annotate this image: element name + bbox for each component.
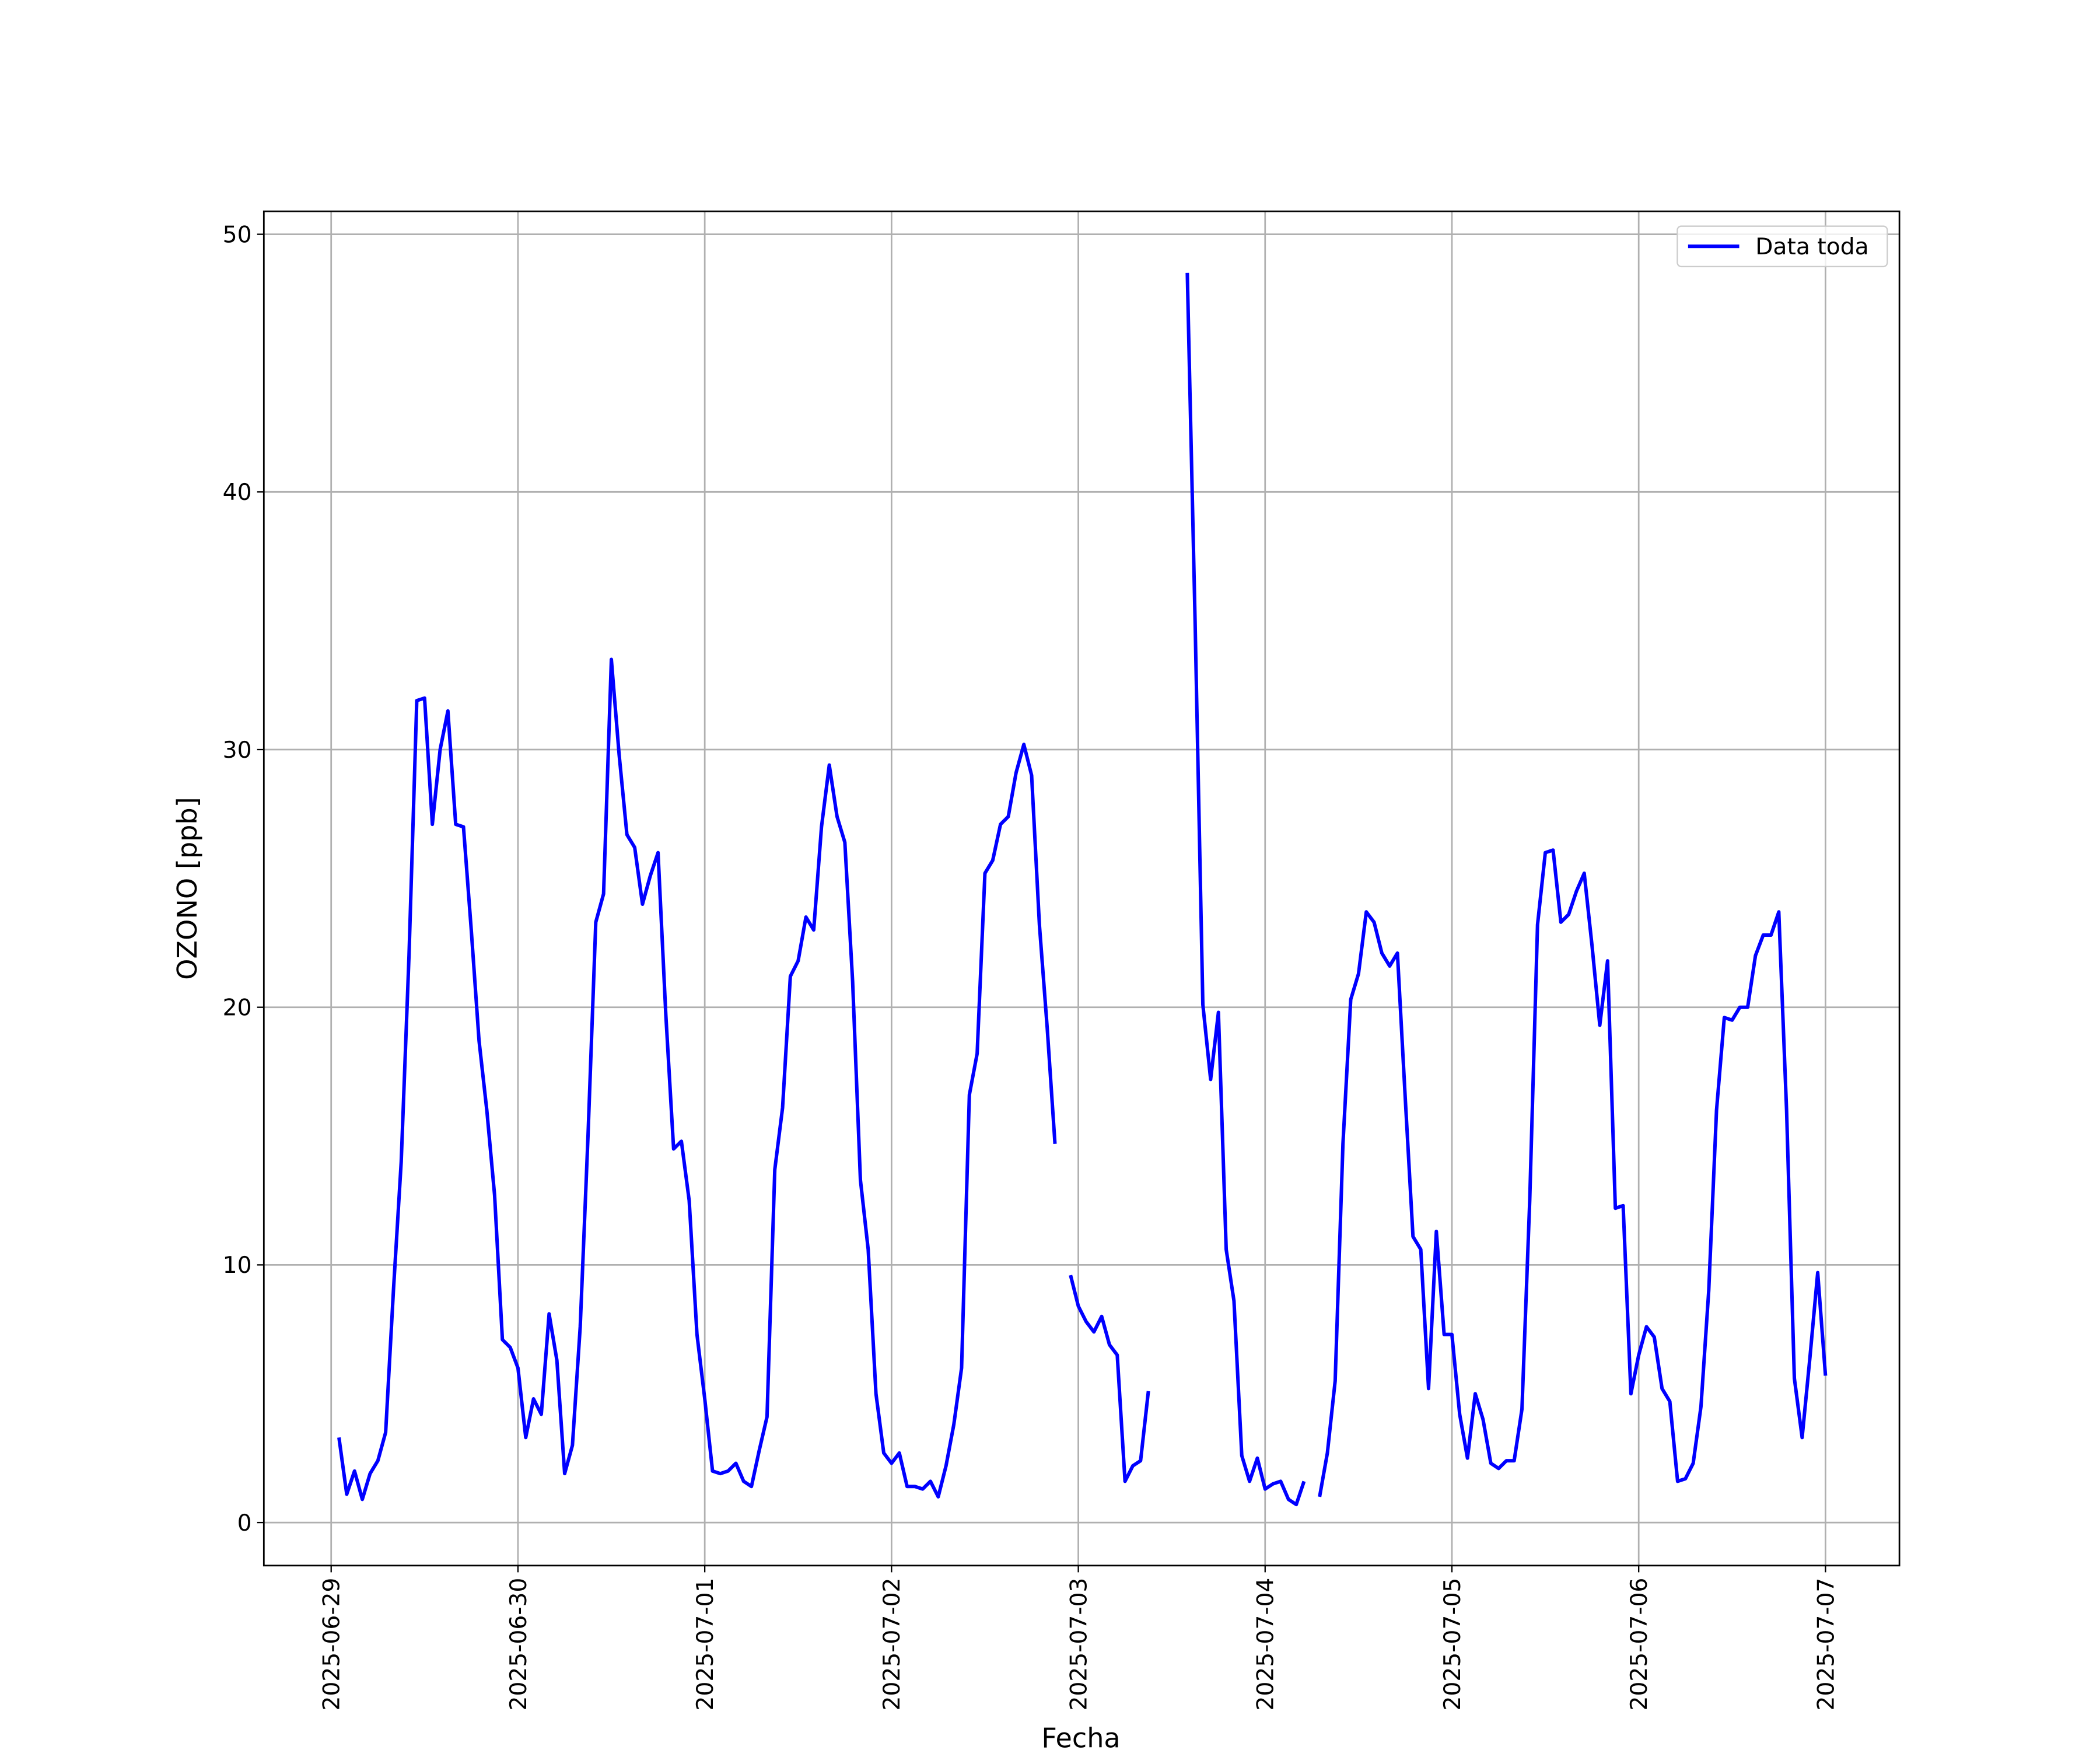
x-tick-label: 2025-06-30	[506, 1578, 532, 1711]
x-tick-label: 2025-07-02	[879, 1578, 905, 1711]
x-tick-label: 2025-07-05	[1440, 1578, 1466, 1711]
x-tick-label: 2025-06-29	[319, 1578, 345, 1711]
x-tick-label: 2025-07-03	[1066, 1578, 1092, 1711]
y-tick-label: 10	[223, 1252, 252, 1279]
y-tick-label: 0	[237, 1510, 252, 1536]
x-tick-label: 2025-07-04	[1253, 1578, 1279, 1711]
ticks: 0 10 20 30 40 50 2025-06-29 2025-06-30 2025-07-0…	[223, 222, 1840, 1710]
grid	[264, 211, 1900, 1566]
legend: Data toda	[1676, 225, 1888, 268]
axes-frame	[262, 210, 1901, 1567]
y-tick-label: 40	[223, 480, 252, 506]
x-axis-label: Fecha	[1041, 1722, 1120, 1750]
y-tick-label: 20	[223, 995, 252, 1021]
y-tick-label: 50	[223, 222, 252, 248]
legend-box	[1676, 225, 1888, 268]
plot-area	[337, 272, 1828, 1507]
y-tick-label: 30	[223, 737, 252, 764]
data-line	[337, 272, 1828, 1507]
legend-label: Data toda	[1755, 234, 1868, 260]
x-tick-label: 2025-07-01	[692, 1578, 719, 1711]
x-tick-label: 2025-07-06	[1626, 1578, 1653, 1711]
x-tick-label: 2025-07-07	[1813, 1578, 1839, 1711]
y-axis-label: OZONO [ppb]	[172, 797, 203, 980]
